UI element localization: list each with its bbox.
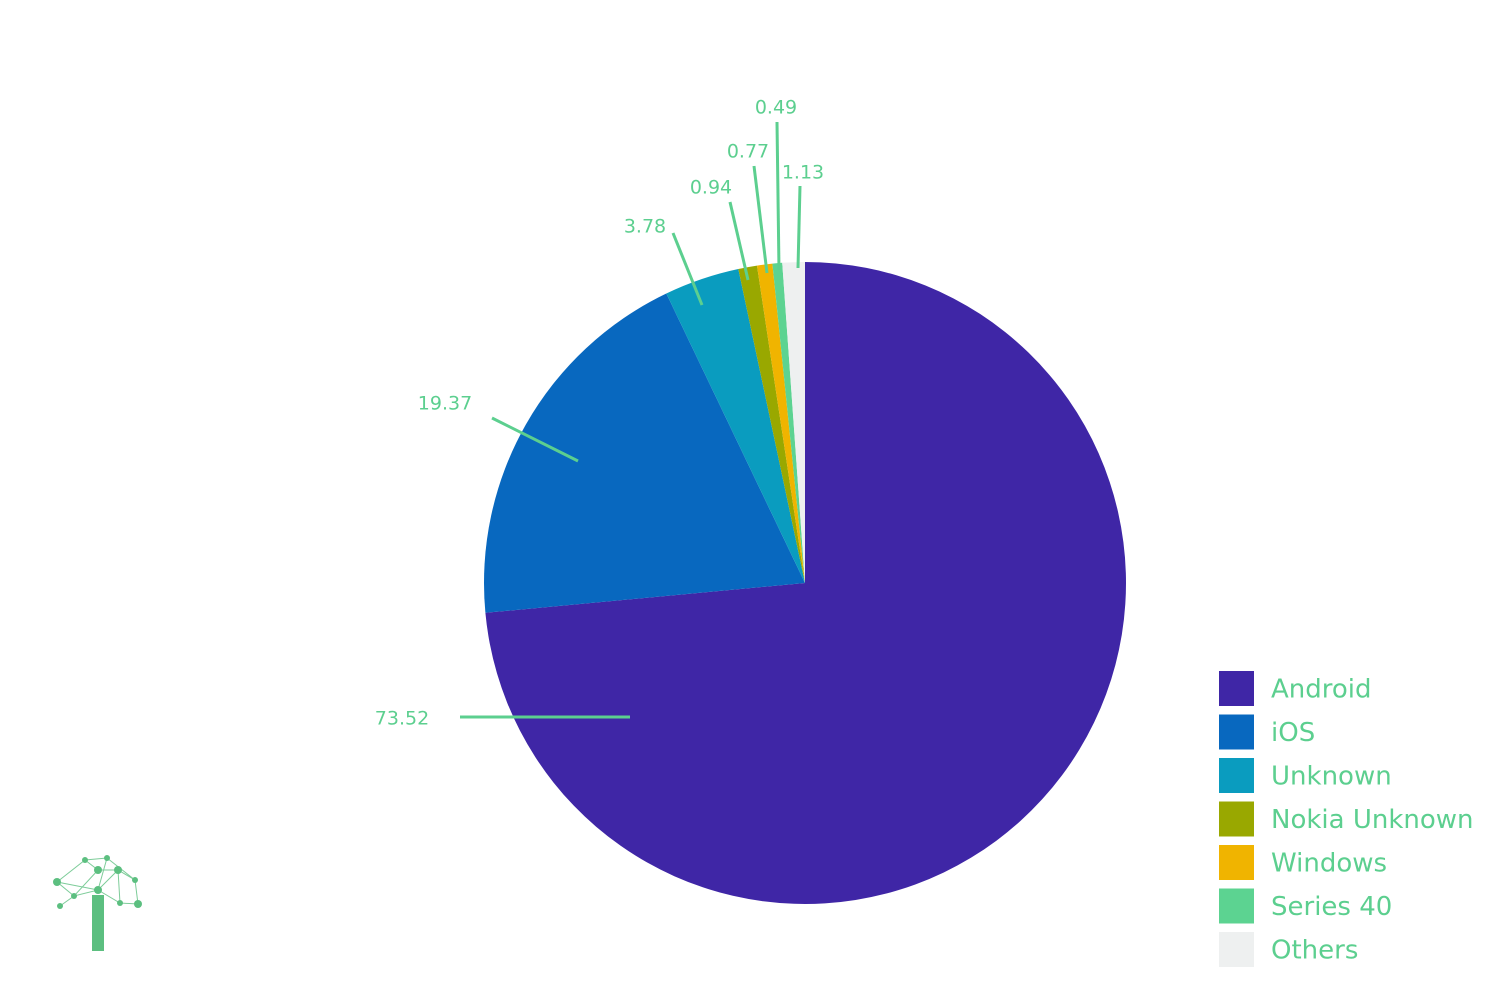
legend-swatch bbox=[1219, 801, 1254, 837]
leader-line bbox=[491, 416, 579, 463]
value-label: 3.78 bbox=[624, 216, 666, 238]
legend-swatch bbox=[1219, 932, 1254, 967]
pie-slice bbox=[772, 262, 805, 583]
legend-swatch bbox=[1219, 758, 1254, 793]
legend-label: Windows bbox=[1271, 849, 1387, 879]
legend-swatch bbox=[1219, 714, 1254, 750]
leader-line bbox=[775, 121, 781, 271]
legend-label: iOS bbox=[1271, 718, 1315, 748]
legend-label: Android bbox=[1271, 675, 1372, 705]
legend-swatch bbox=[1219, 845, 1254, 880]
legend-label: Others bbox=[1271, 936, 1358, 966]
value-label: 1.13 bbox=[782, 162, 824, 184]
leader-line bbox=[728, 201, 750, 281]
legend-label: Series 40 bbox=[1271, 892, 1392, 922]
leader-line bbox=[752, 165, 769, 274]
logo bbox=[53, 855, 142, 951]
pie-slice bbox=[782, 262, 805, 583]
value-label: 0.77 bbox=[727, 141, 769, 163]
leader-line bbox=[796, 185, 802, 269]
value-label: 0.49 bbox=[755, 97, 797, 119]
pie-slice bbox=[485, 262, 1126, 904]
value-label: 73.52 bbox=[375, 708, 429, 730]
legend-swatch bbox=[1219, 888, 1254, 924]
value-label: 0.94 bbox=[690, 177, 732, 199]
legend-label: Nokia Unknown bbox=[1271, 805, 1474, 835]
pie-slice bbox=[484, 293, 805, 613]
legend-label: Unknown bbox=[1271, 762, 1392, 792]
value-label: 19.37 bbox=[418, 393, 472, 415]
pie-slice bbox=[738, 265, 805, 583]
leader-line bbox=[671, 232, 704, 306]
legend-swatch bbox=[1219, 671, 1254, 706]
pie-slice bbox=[666, 269, 805, 583]
pie-slice bbox=[756, 263, 805, 583]
